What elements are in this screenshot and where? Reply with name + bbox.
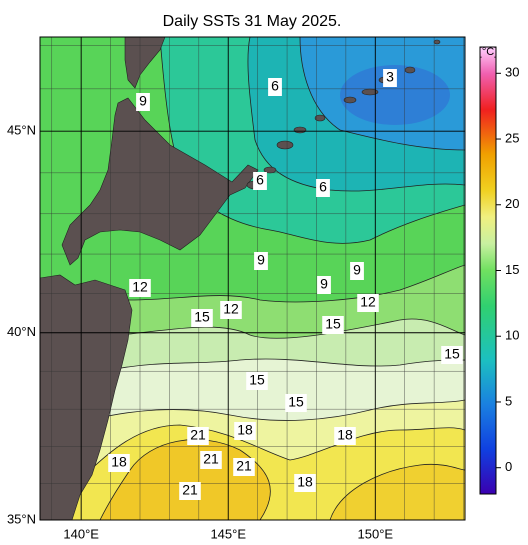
contour-label: 15 — [288, 394, 304, 410]
contour-label-box — [254, 252, 268, 270]
contour-label: 9 — [257, 252, 265, 268]
contour-label: 15 — [194, 309, 210, 325]
colorbar-tick-label: 5 — [505, 393, 512, 408]
contour-label-box — [322, 316, 344, 334]
title: Daily SSTs 31 May 2025. — [163, 13, 342, 30]
contour-label-box — [246, 372, 268, 390]
contour-label-box — [220, 301, 242, 319]
x-tick-label: 140°E — [63, 526, 99, 541]
contour-label-box — [233, 458, 255, 476]
contour-label: 12 — [132, 279, 148, 295]
colorbar-tick-label: 20 — [505, 196, 519, 211]
contour-label: 21 — [182, 482, 198, 498]
y-tick-label: 40°N — [7, 324, 36, 339]
contour-label-box — [350, 262, 364, 280]
colorbar — [479, 46, 497, 495]
contour-label-box — [234, 422, 256, 440]
contour-label-box — [136, 93, 150, 111]
contour-label: 6 — [319, 179, 327, 195]
colorbar-label: [°C] — [479, 46, 497, 58]
contour-label: 12 — [360, 294, 376, 310]
contour-label: 3 — [386, 69, 394, 85]
contour-label-box — [187, 427, 209, 445]
contour-label: 18 — [337, 427, 353, 443]
contour-label: 18 — [297, 474, 313, 490]
contour-label: 9 — [353, 262, 361, 278]
x-tick-label: 150°E — [358, 526, 394, 541]
contour-label-box — [441, 346, 463, 364]
contour-label: 18 — [237, 422, 253, 438]
contour-label-box — [200, 451, 222, 469]
contour-label: 6 — [271, 78, 279, 94]
y-tick-label: 35°N — [7, 511, 36, 526]
contour-label: 21 — [236, 458, 252, 474]
colorbar-tick-label: 25 — [505, 130, 519, 145]
contour-label-box — [253, 172, 267, 190]
contour-label-box — [357, 294, 379, 312]
contour-label: 15 — [444, 346, 460, 362]
contour-label: 9 — [139, 93, 147, 109]
contour-label-box — [285, 394, 307, 412]
contour-label: 18 — [111, 454, 127, 470]
contour-label-box — [316, 179, 330, 197]
sst-field — [40, 37, 465, 520]
contour-label: 9 — [320, 276, 328, 292]
contour-label-box — [294, 474, 316, 492]
contour-label-box — [334, 427, 356, 445]
colorbar-tick-label: 15 — [505, 262, 519, 277]
x-tick-label: 145°E — [210, 526, 246, 541]
contour-label-box — [179, 482, 201, 500]
contour-label: 21 — [203, 451, 219, 467]
colorbar-tick-label: 0 — [505, 459, 512, 474]
y-tick-label: 45°N — [7, 123, 36, 138]
contour-label-box — [129, 279, 151, 297]
contour-label-box — [191, 309, 213, 327]
colorbar-tick-label: 10 — [505, 328, 519, 343]
contour-label: 21 — [190, 427, 206, 443]
contour-label: 12 — [223, 301, 239, 317]
contour-label-box — [108, 454, 130, 472]
contour-label-box — [383, 69, 397, 87]
map-frame — [39, 36, 466, 521]
contour-labels: 3 6 9 6 6 9 9 9 12 12 12 15 15 15 15 15 18 18 21 21 21 18 18 21 — [108, 69, 463, 500]
contour-label: 6 — [256, 172, 264, 188]
contour-label-box — [268, 78, 282, 96]
colorbar-tick-label: 30 — [505, 65, 519, 80]
contour-label: 15 — [325, 316, 341, 332]
contour-label: 15 — [249, 372, 265, 388]
contour-label-box — [317, 276, 331, 294]
